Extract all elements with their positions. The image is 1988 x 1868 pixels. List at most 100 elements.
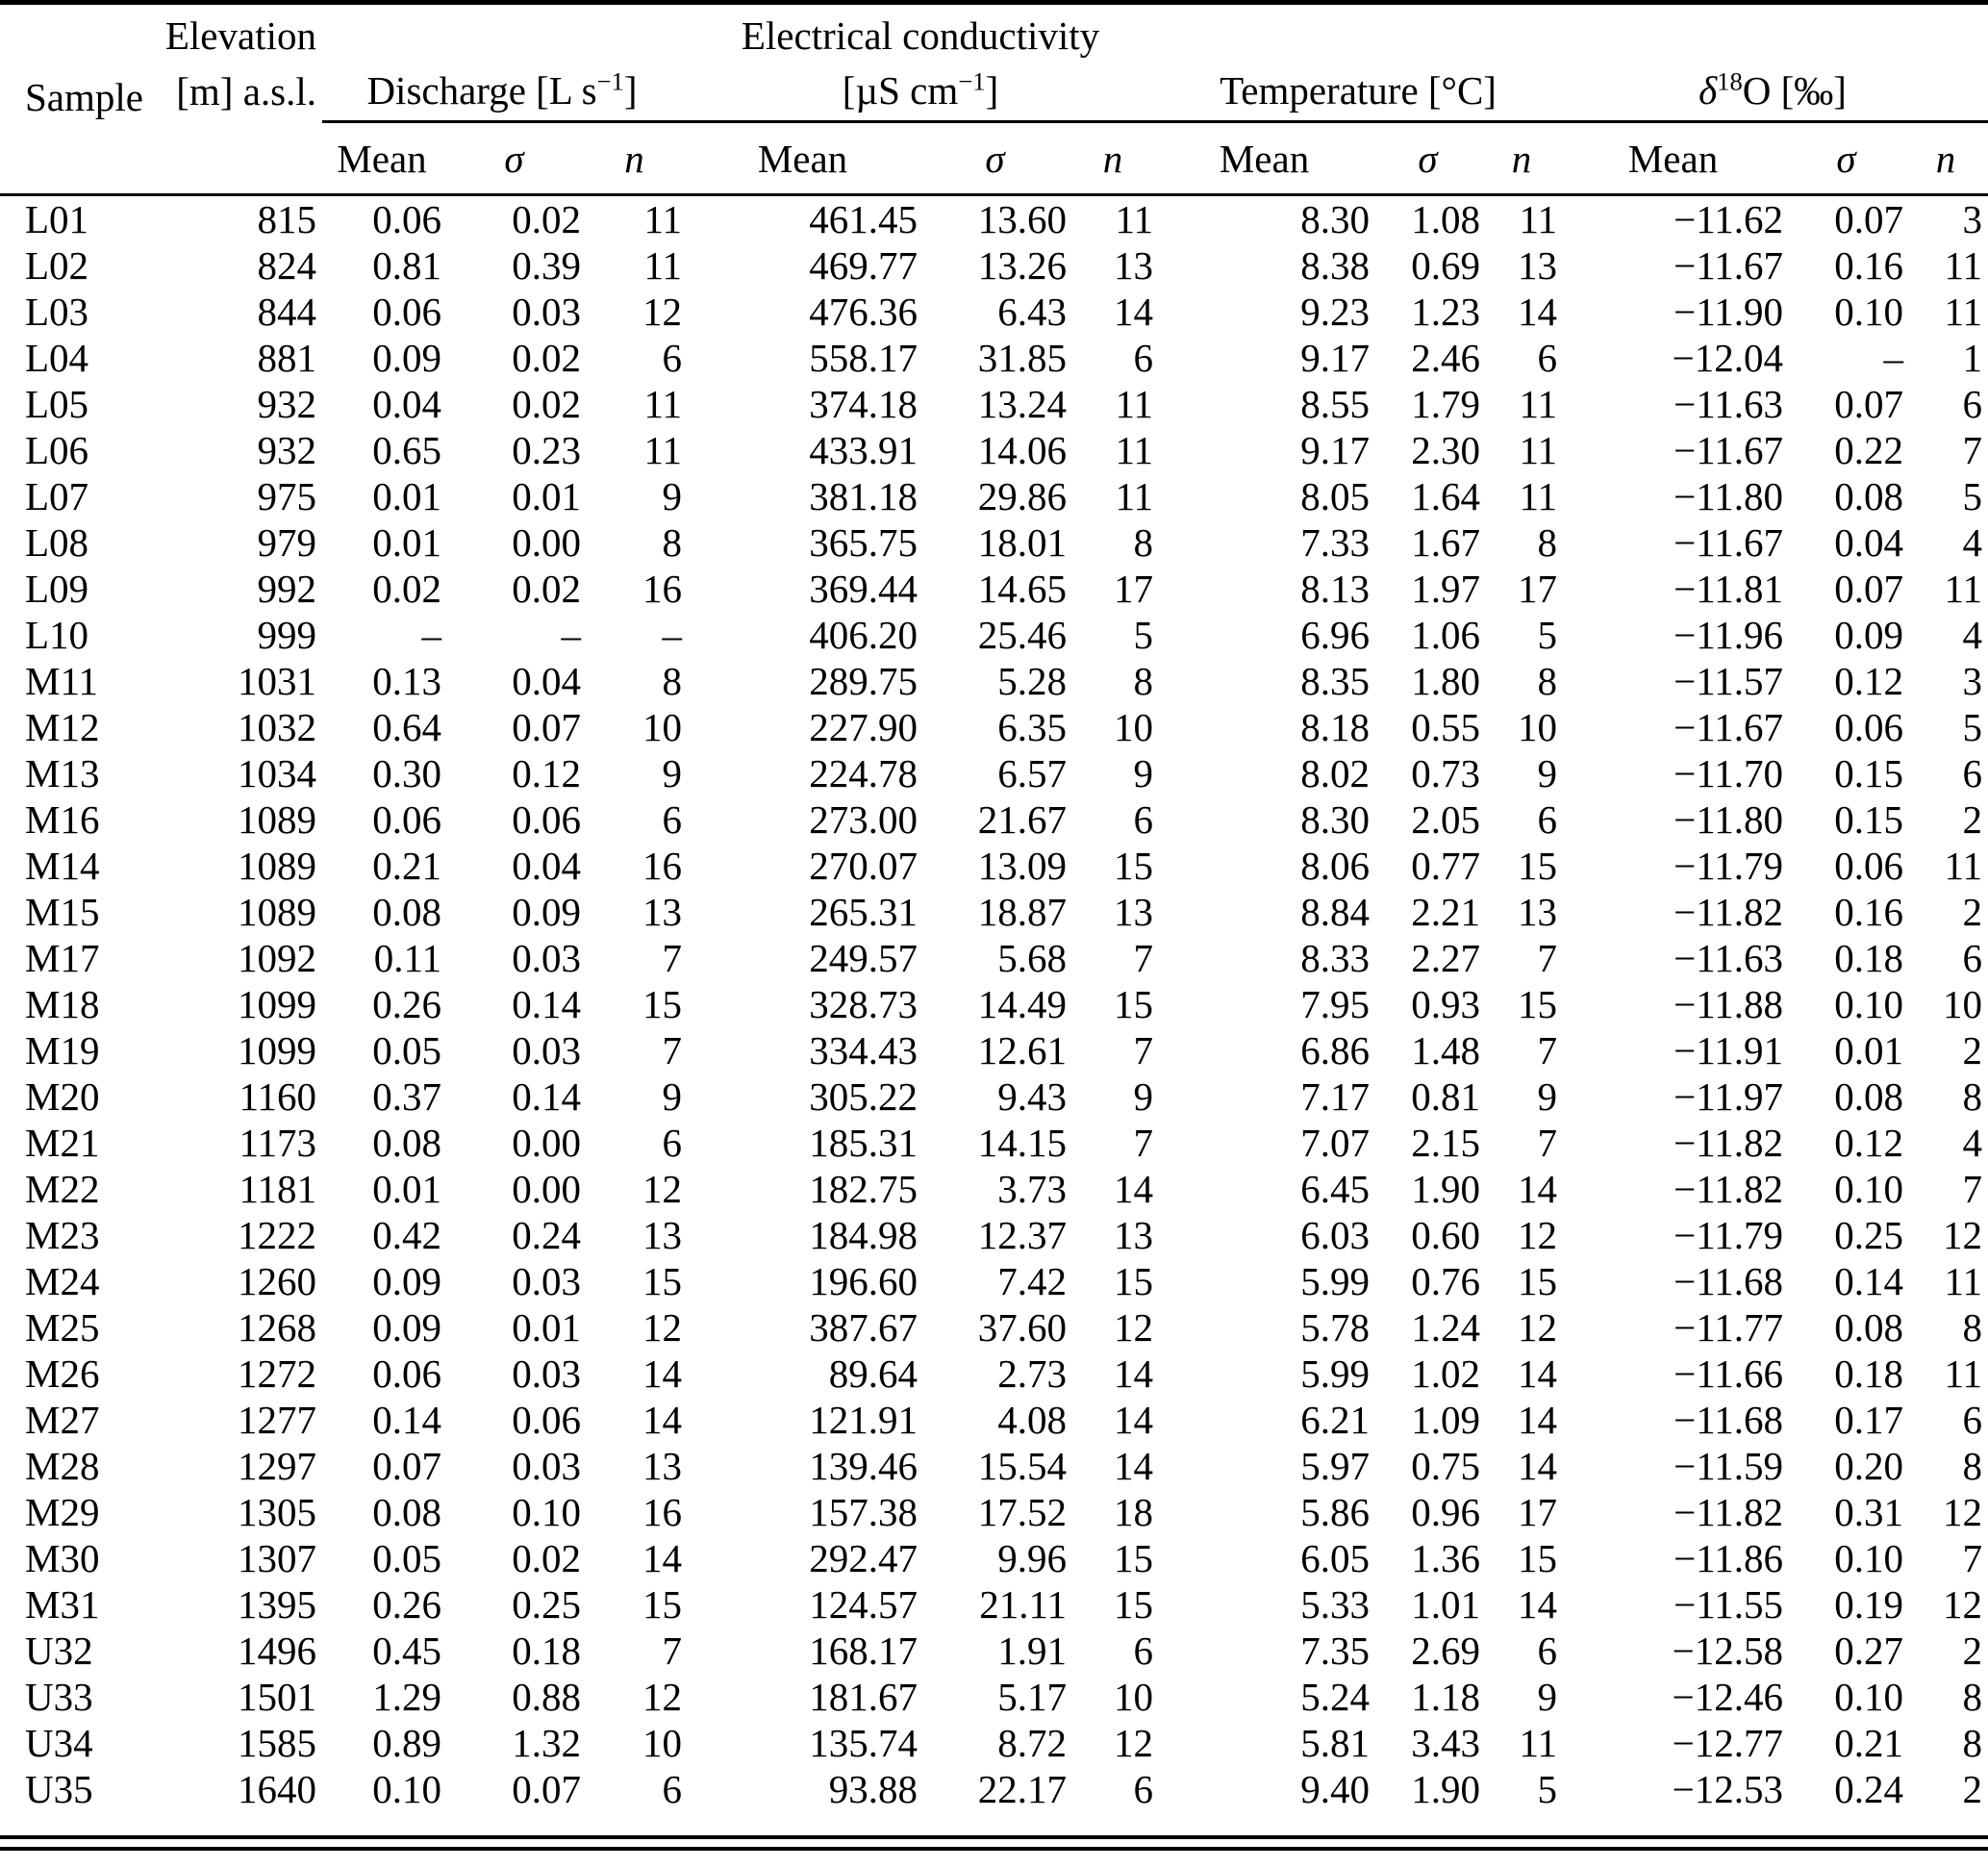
cell-temp_sigma: 0.69 bbox=[1411, 243, 1481, 288]
cell-d18o_n: 11 bbox=[1944, 243, 1983, 288]
table-row: M11 1031 0.13 0.04 8 289.75 5.28 8 8.35 1.80 8 −11.… bbox=[0, 658, 1988, 704]
cell-sample: L08 bbox=[25, 520, 89, 565]
cell-elevation: 979 bbox=[257, 520, 317, 565]
table-row: M31 1395 0.26 0.25 15 124.57 21.11 15 5.33 1.01 14… bbox=[0, 1581, 1988, 1628]
spacer-cell bbox=[322, 3, 688, 61]
table-row: M18 1099 0.26 0.14 15 328.73 14.49 15 7.95 0.93 15… bbox=[0, 981, 1988, 1027]
cell-d18o_sigma: 0.31 bbox=[1834, 1490, 1904, 1534]
cell-elevation: 1092 bbox=[238, 936, 316, 980]
cell-elevation: 824 bbox=[257, 243, 317, 288]
cell-temp_mean: 6.86 bbox=[1300, 1028, 1371, 1073]
cell-d18o_mean: −11.70 bbox=[1673, 751, 1784, 795]
cell-sample: L10 bbox=[25, 613, 89, 657]
cell-temp_sigma: 1.01 bbox=[1411, 1582, 1481, 1627]
d18o-unit-text: O [‰] bbox=[1742, 67, 1847, 113]
cell-discharge_n: 9 bbox=[662, 1074, 683, 1119]
table-row: M16 1089 0.06 0.06 6 273.00 21.67 6 8.30 2.05 6 −11… bbox=[0, 796, 1988, 843]
cell-d18o_sigma: 0.21 bbox=[1834, 1721, 1904, 1765]
cell-ec_n: 6 bbox=[1133, 336, 1154, 380]
cell-discharge_n: 13 bbox=[642, 1444, 682, 1488]
cell-sample: M14 bbox=[25, 844, 100, 888]
cell-d18o_n: 12 bbox=[1943, 1582, 1983, 1627]
cell-discharge_mean: 0.01 bbox=[372, 520, 441, 565]
cell-d18o_n: 3 bbox=[1962, 197, 1983, 241]
cell-discharge_sigma: 0.18 bbox=[512, 1628, 581, 1673]
cell-d18o_mean: −11.77 bbox=[1673, 1305, 1784, 1350]
cell-sample: M24 bbox=[25, 1259, 100, 1303]
subcol-header-temp-mean: Mean bbox=[1159, 121, 1376, 196]
table-row: M29 1305 0.08 0.10 16 157.38 17.52 18 5.86 0.96 17… bbox=[0, 1489, 1988, 1535]
group-header-discharge: Discharge [L s−1] bbox=[322, 60, 688, 123]
cell-ec_sigma: 12.37 bbox=[977, 1213, 1067, 1257]
cell-temp_n: 9 bbox=[1537, 1074, 1558, 1119]
cell-ec_mean: 289.75 bbox=[809, 659, 918, 703]
cell-temp_sigma: 0.77 bbox=[1411, 844, 1481, 888]
cell-temp_sigma: 1.79 bbox=[1411, 382, 1481, 426]
cell-temp_n: 17 bbox=[1518, 1490, 1558, 1534]
cell-ec_n: 8 bbox=[1133, 659, 1154, 703]
subcol-header-d18o-n: n bbox=[1909, 121, 1988, 196]
cell-ec_mean: 124.57 bbox=[809, 1582, 918, 1627]
table-row: L06 932 0.65 0.23 11 433.91 14.06 11 9.17 2.30 11 −… bbox=[0, 427, 1988, 473]
cell-temp_n: 15 bbox=[1518, 1259, 1558, 1303]
table-row: M24 1260 0.09 0.03 15 196.60 7.42 15 5.99 0.76 15 −… bbox=[0, 1258, 1988, 1304]
cell-ec_mean: 227.90 bbox=[809, 705, 918, 749]
cell-d18o_n: 4 bbox=[1962, 1121, 1983, 1165]
cell-d18o_n: 2 bbox=[1962, 1767, 1983, 1811]
cell-ec_mean: 558.17 bbox=[809, 336, 918, 380]
cell-temp_mean: 9.17 bbox=[1300, 336, 1371, 380]
cell-d18o_n: 12 bbox=[1943, 1490, 1983, 1534]
cell-discharge_mean: 0.37 bbox=[372, 1074, 441, 1119]
bottom-rule-upper bbox=[0, 1835, 1988, 1839]
cell-discharge_mean: 0.10 bbox=[372, 1767, 441, 1811]
cell-d18o_sigma: 0.20 bbox=[1834, 1444, 1904, 1488]
cell-ec_n: 11 bbox=[1115, 474, 1154, 518]
cell-discharge_mean: 0.26 bbox=[372, 1582, 441, 1627]
cell-temp_mean: 6.05 bbox=[1300, 1536, 1371, 1580]
table-row: M28 1297 0.07 0.03 13 139.46 15.54 14 5.97 0.75 14… bbox=[0, 1443, 1988, 1489]
cell-discharge_sigma: 0.09 bbox=[512, 890, 581, 934]
cell-d18o_sigma: 0.18 bbox=[1834, 1351, 1904, 1396]
cell-discharge_sigma: 0.01 bbox=[512, 1305, 581, 1350]
cell-d18o_sigma: 0.16 bbox=[1834, 243, 1904, 288]
cell-d18o_mean: −11.55 bbox=[1673, 1582, 1784, 1627]
cell-sample: M31 bbox=[25, 1582, 100, 1627]
cell-ec_sigma: 13.60 bbox=[977, 197, 1067, 241]
cell-ec_mean: 168.17 bbox=[809, 1628, 918, 1673]
cell-discharge_sigma: 0.03 bbox=[512, 1028, 581, 1073]
cell-temp_n: 7 bbox=[1537, 1121, 1558, 1165]
cell-ec_n: 9 bbox=[1133, 751, 1154, 795]
cell-ec_sigma: 18.01 bbox=[977, 520, 1067, 565]
cell-ec_n: 8 bbox=[1133, 520, 1154, 565]
cell-d18o_n: 11 bbox=[1944, 1259, 1983, 1303]
cell-d18o_sigma: 0.19 bbox=[1834, 1582, 1904, 1627]
cell-temp_sigma: 2.05 bbox=[1411, 797, 1481, 842]
cell-ec_n: 13 bbox=[1114, 243, 1154, 288]
cell-temp_sigma: 2.69 bbox=[1411, 1628, 1481, 1673]
cell-elevation: 1268 bbox=[238, 1305, 316, 1350]
cell-elevation: 1089 bbox=[238, 797, 316, 842]
cell-discharge_sigma: 0.03 bbox=[512, 1351, 581, 1396]
cell-discharge_sigma: – bbox=[561, 613, 582, 657]
cell-elevation: 1395 bbox=[238, 1582, 316, 1627]
cell-ec_sigma: 4.08 bbox=[997, 1398, 1067, 1442]
cell-discharge_mean: 0.01 bbox=[372, 1167, 441, 1211]
cell-ec_mean: 135.74 bbox=[809, 1721, 918, 1765]
header-row-3: Mean σ n Mean σ n Mean σ n Mean σ n bbox=[0, 121, 1988, 196]
cell-discharge_mean: 0.14 bbox=[372, 1398, 441, 1442]
cell-d18o_sigma: 0.04 bbox=[1834, 520, 1904, 565]
cell-temp_sigma: 1.36 bbox=[1411, 1536, 1481, 1580]
cell-ec_mean: 182.75 bbox=[809, 1167, 918, 1211]
cell-ec_mean: 334.43 bbox=[809, 1028, 918, 1073]
cell-elevation: 1089 bbox=[238, 890, 316, 934]
table-row: U32 1496 0.45 0.18 7 168.17 1.91 6 7.35 2.69 6 −12.… bbox=[0, 1628, 1988, 1674]
cell-temp_mean: 7.17 bbox=[1300, 1074, 1371, 1119]
table-row: U33 1501 1.29 0.88 12 181.67 5.17 10 5.24 1.18 9 −1… bbox=[0, 1674, 1988, 1720]
cell-temp_n: 9 bbox=[1537, 751, 1558, 795]
cell-ec_sigma: 21.67 bbox=[977, 797, 1067, 842]
cell-d18o_n: 8 bbox=[1962, 1675, 1983, 1719]
table-row: L07 975 0.01 0.01 9 381.18 29.86 11 8.05 1.64 11 −1… bbox=[0, 473, 1988, 519]
group-header-ec-line2: [µS cm−1] bbox=[688, 60, 1160, 123]
cell-ec_mean: 461.45 bbox=[809, 197, 918, 241]
